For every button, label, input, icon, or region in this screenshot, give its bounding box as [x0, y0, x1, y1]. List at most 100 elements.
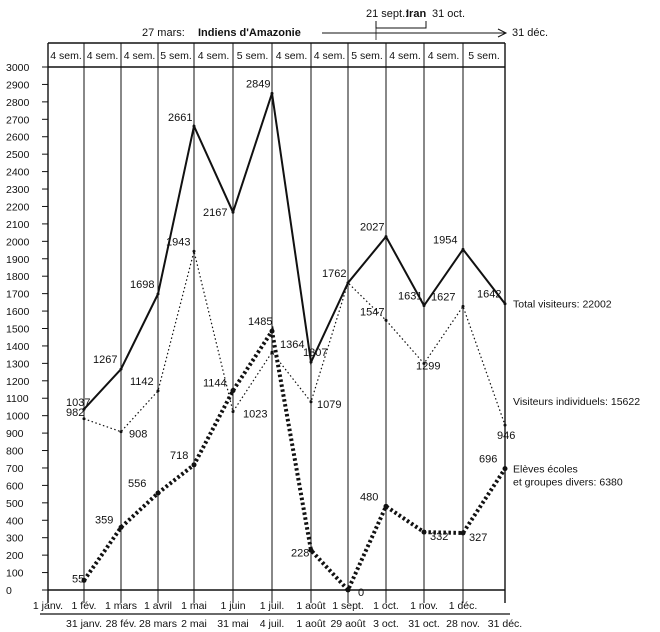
week-count-label: 4 sem. — [50, 50, 82, 62]
x-period-start-label: 1 mai — [181, 600, 207, 612]
data-label: 480 — [360, 491, 378, 503]
series-point-2 — [384, 318, 388, 322]
x-period-end-label: 1 août — [296, 618, 325, 630]
series-point-2 — [422, 362, 426, 366]
data-label: 1307 — [303, 347, 327, 359]
event2-end: 31 oct. — [432, 8, 465, 20]
series-point-3 — [308, 547, 314, 553]
series-name-label: Visiteurs individuels: 15622 — [513, 396, 640, 408]
series-point-3 — [502, 466, 508, 472]
series-point-2 — [461, 304, 465, 308]
data-label: 2661 — [168, 112, 192, 124]
data-label: 2167 — [203, 207, 227, 219]
data-label: 1954 — [433, 234, 457, 246]
x-period-start-label: 1 juin — [220, 600, 245, 612]
week-count-label: 4 sem. — [314, 50, 346, 62]
x-period-start-label: 1 déc. — [449, 600, 478, 612]
data-label: 1023 — [243, 409, 267, 421]
series-point-2 — [503, 423, 507, 427]
data-label: 1037 — [66, 397, 90, 409]
x-axis: 1 janv. 1 fév. 1 mars 1 avril 1 mai 1 juin 1 j… — [33, 600, 522, 630]
x-period-start-label: 1 mars — [105, 600, 137, 612]
x-period-start-label: 1 août — [296, 600, 325, 612]
y-tick-label: 800 — [6, 446, 24, 458]
series-point-3 — [191, 462, 197, 468]
data-label: 0 — [358, 587, 364, 599]
series-point-3 — [230, 388, 236, 394]
period-arrow-head — [497, 28, 508, 38]
y-tick-label: 1500 — [6, 324, 30, 336]
event2-name: Iran — [406, 8, 426, 20]
series-point-2 — [156, 389, 160, 393]
data-label: 1364 — [280, 339, 304, 351]
series-point-3 — [269, 328, 275, 334]
x-period-start-label: 1 janv. — [33, 600, 63, 612]
y-tick-label: 1600 — [6, 306, 30, 318]
x-period-start-label: 1 fév. — [72, 600, 97, 612]
series-point-3 — [421, 529, 427, 535]
y-tick-label: 2100 — [6, 219, 30, 231]
x-period-end-label: 28 nov. — [446, 618, 480, 630]
data-label: 55 — [72, 573, 84, 585]
x-period-end-label: 31 déc. — [488, 618, 522, 630]
x-period-end-label: 31 janv. — [66, 618, 102, 630]
x-period-end-label: 3 oct. — [373, 618, 399, 630]
data-label: 2849 — [246, 78, 270, 90]
series-point-2 — [119, 430, 123, 434]
data-label: 1547 — [360, 306, 384, 318]
event1-name: Indiens d'Amazonie — [198, 27, 301, 39]
event1-date: 27 mars: — [142, 27, 185, 39]
data-label: 1698 — [130, 279, 154, 291]
y-tick-label: 400 — [6, 515, 24, 527]
data-label: 908 — [129, 429, 147, 441]
week-count-label: 4 sem. — [198, 50, 230, 62]
data-label: 1142 — [130, 376, 154, 388]
y-tick-label: 1400 — [6, 341, 30, 353]
series-point-1 — [231, 210, 235, 214]
y-tick-label: 1300 — [6, 358, 30, 370]
week-count-label: 4 sem. — [87, 50, 119, 62]
y-tick-label: 1800 — [6, 271, 30, 283]
y-tick-label: 300 — [6, 533, 24, 545]
series-name-label: Elèves écoles — [513, 464, 578, 476]
x-period-start-label: 1 sept. — [332, 600, 364, 612]
week-count-label: 5 sem. — [160, 50, 192, 62]
data-label: 556 — [128, 478, 146, 490]
data-label: 696 — [479, 454, 497, 466]
y-tick-label: 200 — [6, 550, 24, 562]
series-point-1 — [461, 247, 465, 251]
series-point-1 — [422, 304, 426, 308]
y-tick-label: 2900 — [6, 79, 30, 91]
event2-date: 21 sept.: — [366, 8, 408, 20]
series-point-2 — [82, 417, 86, 421]
series-point-1 — [503, 302, 507, 306]
data-label: 1299 — [416, 361, 440, 373]
x-period-end-label: 28 mars — [139, 618, 177, 630]
y-tick-label: 100 — [6, 568, 24, 580]
week-count-label: 4 sem. — [389, 50, 421, 62]
y-tick-label: 600 — [6, 480, 24, 492]
series-point-1 — [119, 367, 123, 371]
series-name-label: et groupes divers: 6380 — [513, 477, 623, 489]
week-labels: 4 sem. 4 sem. 4 sem. 5 sem. 4 sem. 5 sem. 4 se… — [50, 50, 500, 62]
data-label: 359 — [95, 514, 113, 526]
week-count-label: 4 sem. — [124, 50, 156, 62]
series-line-3 — [82, 325, 507, 594]
series-point-1 — [82, 407, 86, 411]
y-axis: 0 100 200 300 400 500 600 700 800 900 1000 1100 1200… — [6, 62, 48, 597]
y-tick-label: 2800 — [6, 97, 30, 109]
week-count-label: 5 sem. — [468, 50, 500, 62]
week-count-label: 5 sem. — [237, 50, 269, 62]
series-point-3 — [345, 587, 351, 593]
week-count-label: 4 sem. — [428, 50, 460, 62]
series-point-1 — [156, 292, 160, 296]
data-label: 982 — [66, 407, 84, 419]
data-label: 228 — [291, 547, 309, 559]
data-label: 327 — [469, 532, 487, 544]
data-label: 1642 — [477, 289, 501, 301]
data-label: 1144 — [203, 378, 227, 390]
y-tick-label: 1000 — [6, 411, 30, 423]
x-period-end-label: 4 juil. — [260, 618, 285, 630]
y-tick-label: 1700 — [6, 289, 30, 301]
